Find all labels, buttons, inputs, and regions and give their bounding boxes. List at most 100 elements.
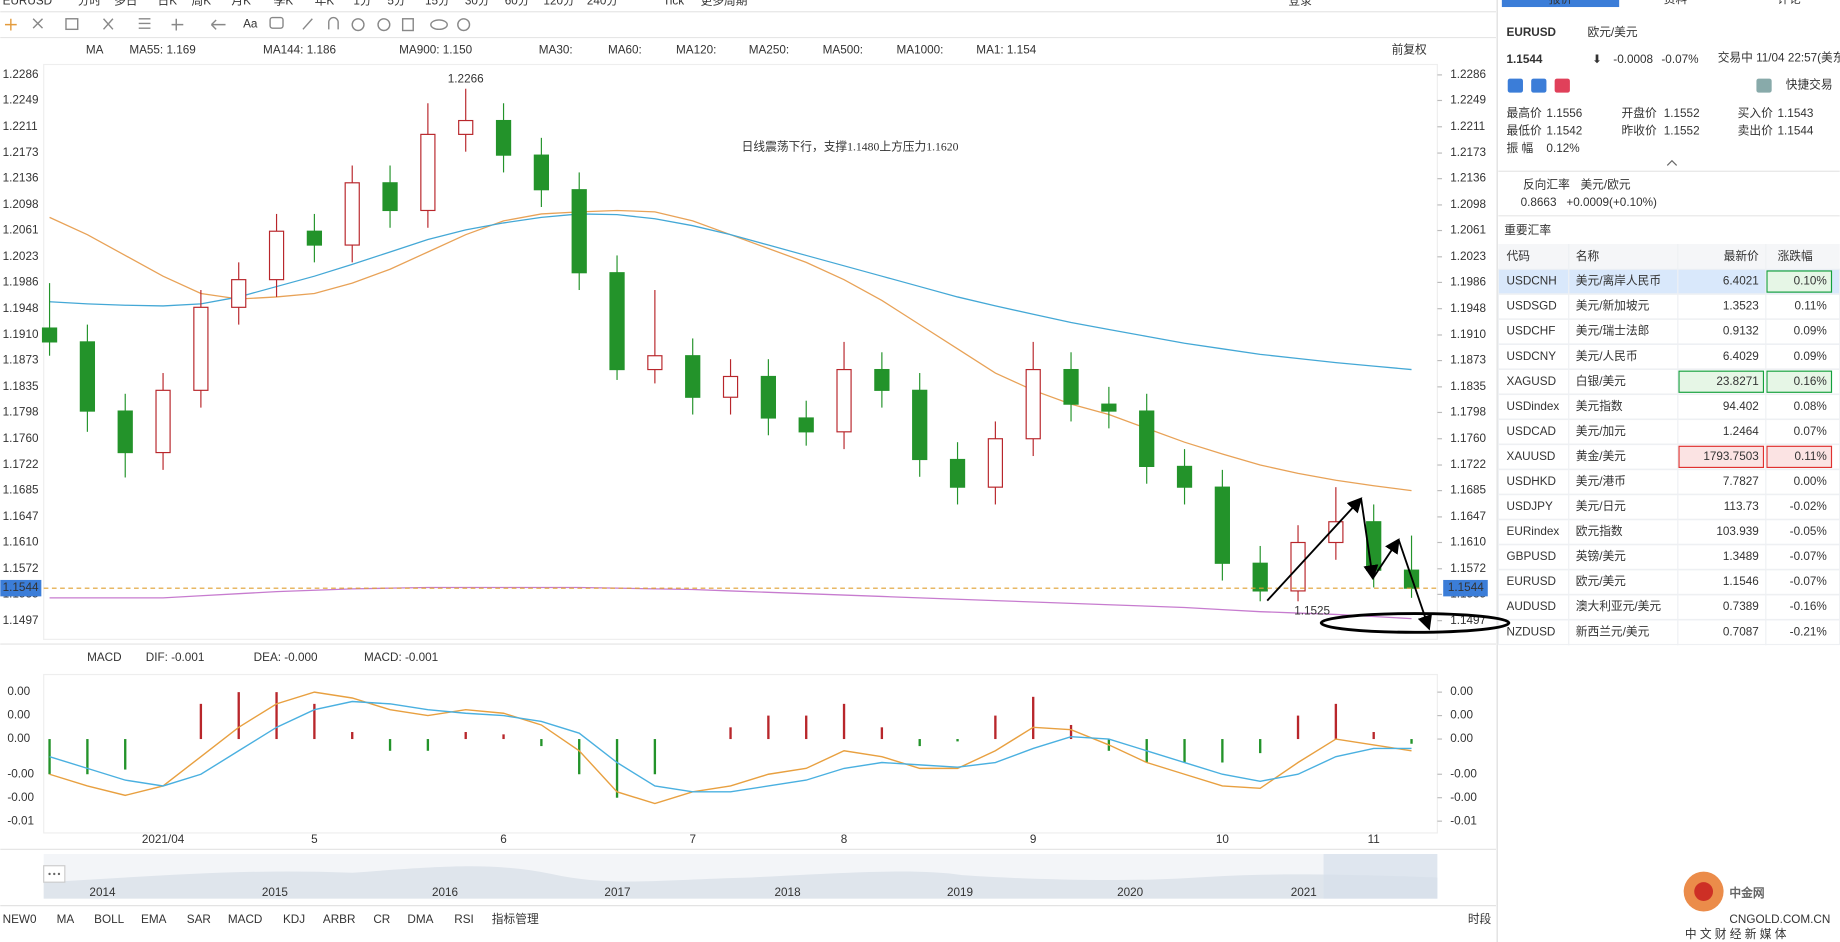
panel-tab[interactable]: 评论 bbox=[1778, 0, 1802, 6]
indicator-tab[interactable]: DMA bbox=[407, 913, 433, 926]
indicator-tab[interactable]: 指标管理 bbox=[492, 912, 539, 926]
indicator-tab[interactable]: BOLL bbox=[94, 913, 124, 926]
candle-body bbox=[609, 272, 625, 371]
indicator-tab[interactable]: NEW0 bbox=[3, 913, 37, 926]
table-row[interactable] bbox=[1497, 619, 1840, 646]
legend-item[interactable]: MA500: bbox=[823, 44, 863, 57]
indicator-tab[interactable]: ARBR bbox=[323, 913, 356, 926]
row-change: -0.16% bbox=[1790, 600, 1827, 613]
period-button[interactable]: 时段 bbox=[1468, 912, 1492, 926]
period-tab[interactable]: 分时 bbox=[78, 0, 102, 7]
indicator-tab[interactable]: MACD bbox=[228, 913, 263, 926]
row-code: USDindex bbox=[1507, 400, 1560, 413]
row-change: 0.10% bbox=[1794, 275, 1827, 288]
legend-item[interactable]: MA900: 1.150 bbox=[399, 44, 472, 57]
legend-item[interactable]: MACD: -0.001 bbox=[364, 651, 438, 664]
active-tab[interactable] bbox=[1501, 0, 1620, 8]
period-tab[interactable]: 15分 bbox=[425, 0, 450, 7]
legend-item[interactable]: MA1: 1.154 bbox=[976, 44, 1036, 57]
collapse-caret[interactable] bbox=[1666, 159, 1678, 166]
indicator-tab[interactable]: CR bbox=[373, 913, 390, 926]
period-tab[interactable]: 年K bbox=[315, 0, 335, 7]
period-tab[interactable]: 240分 bbox=[587, 0, 619, 7]
table-row[interactable] bbox=[1497, 544, 1840, 570]
indicator-tab[interactable]: KDJ bbox=[283, 913, 305, 926]
table-row[interactable] bbox=[1497, 519, 1840, 545]
symbol-tab[interactable]: EURUSD bbox=[3, 0, 52, 7]
candle-body bbox=[1176, 465, 1193, 488]
legend-item[interactable]: DIF: -0.001 bbox=[146, 651, 205, 664]
candle-body bbox=[987, 438, 1003, 488]
period-tab[interactable]: 30分 bbox=[465, 0, 490, 7]
drawing-tools[interactable] bbox=[4, 16, 471, 32]
navigator-year: 2015 bbox=[262, 886, 289, 899]
period-tab[interactable]: 更多周期 bbox=[701, 0, 748, 7]
column-header[interactable]: 最新价 bbox=[1724, 249, 1759, 263]
login-button[interactable]: 登录 bbox=[1288, 0, 1312, 7]
row-code: USDHKD bbox=[1507, 475, 1556, 488]
row-code: XAGUSD bbox=[1507, 375, 1557, 388]
table-row[interactable] bbox=[1497, 469, 1840, 495]
bell-icon[interactable] bbox=[1756, 78, 1772, 93]
y-tick-label: 1.2061 bbox=[1450, 224, 1486, 237]
period-tab[interactable]: 日K bbox=[157, 0, 177, 7]
legend-item[interactable]: MA144: 1.186 bbox=[263, 44, 336, 57]
column-header[interactable]: 涨跌幅 bbox=[1778, 249, 1813, 263]
period-tab[interactable]: Tick bbox=[663, 0, 684, 7]
period-tab[interactable]: 5分 bbox=[387, 0, 406, 7]
legend-item[interactable]: DEA: -0.000 bbox=[254, 651, 318, 664]
row-code: USDCHF bbox=[1507, 325, 1556, 338]
quick-trade[interactable]: 快捷交易 bbox=[1786, 78, 1833, 92]
candle-body bbox=[912, 389, 928, 461]
legend-item[interactable]: MA60: bbox=[608, 44, 642, 57]
legend-item[interactable]: MA120: bbox=[676, 44, 716, 57]
x-tick-label: 11 bbox=[1368, 833, 1380, 846]
indicator-tab[interactable]: RSI bbox=[454, 913, 474, 926]
navigator-window[interactable] bbox=[1323, 854, 1438, 899]
period-tab[interactable]: 1分 bbox=[353, 0, 372, 7]
adjust-button[interactable]: 前复权 bbox=[1392, 43, 1427, 57]
y-tick-label: 1.1910 bbox=[1450, 328, 1486, 341]
indicator-tab[interactable]: EMA bbox=[141, 913, 167, 926]
period-tab[interactable]: 周K bbox=[192, 0, 212, 7]
y-tick-label: 1.2098 bbox=[1450, 198, 1486, 211]
quote-icon[interactable] bbox=[1531, 78, 1547, 93]
panel-tab[interactable]: 报价 bbox=[1549, 0, 1573, 6]
legend-item[interactable]: MA250: bbox=[749, 44, 789, 57]
table-row[interactable] bbox=[1497, 318, 1840, 345]
reverse-pair[interactable]: 美元/欧元 bbox=[1580, 177, 1630, 191]
drawn-ellipse bbox=[1319, 612, 1511, 634]
candle-body bbox=[458, 119, 474, 135]
stat-value: 1.1543 bbox=[1778, 107, 1814, 120]
panel-tab[interactable]: 资料 bbox=[1664, 0, 1688, 6]
period-tab[interactable]: 多日 bbox=[114, 0, 137, 7]
period-tab[interactable]: 季K bbox=[274, 0, 294, 7]
legend-item[interactable]: MA30: bbox=[539, 44, 573, 57]
y-tick-label: 1.2211 bbox=[3, 120, 38, 133]
period-tab[interactable]: 120分 bbox=[543, 0, 575, 7]
table-row[interactable] bbox=[1497, 418, 1840, 445]
stat-label: 卖出价 bbox=[1738, 123, 1773, 137]
quote-icon[interactable] bbox=[1507, 78, 1523, 93]
watermark-brand: 中金网 bbox=[1729, 886, 1764, 900]
table-row[interactable] bbox=[1497, 393, 1840, 420]
candle-body bbox=[1139, 410, 1155, 467]
legend-item[interactable]: MA1000: bbox=[897, 44, 944, 57]
candle-body bbox=[495, 119, 512, 156]
y-tick-label: 1.2173 bbox=[3, 146, 39, 159]
price-pane bbox=[43, 63, 1438, 640]
quote-icon[interactable] bbox=[1554, 78, 1570, 93]
period-tab[interactable]: 月K bbox=[231, 0, 251, 7]
symbol-name: 欧元/美元 bbox=[1587, 25, 1637, 39]
table-header-bg bbox=[1498, 244, 1840, 269]
table-row[interactable] bbox=[1497, 594, 1840, 621]
font-tool[interactable]: Aa bbox=[243, 18, 258, 31]
indicator-tab[interactable]: MA bbox=[57, 913, 75, 926]
row-change: 0.09% bbox=[1794, 350, 1827, 363]
row-name: 美元/日元 bbox=[1576, 499, 1626, 513]
legend-item[interactable]: MA55: 1.169 bbox=[129, 44, 195, 57]
indicator-tab[interactable]: SAR bbox=[187, 913, 211, 926]
period-tab[interactable]: 60分 bbox=[505, 0, 530, 7]
row-name: 美元/瑞士法郎 bbox=[1576, 324, 1650, 338]
